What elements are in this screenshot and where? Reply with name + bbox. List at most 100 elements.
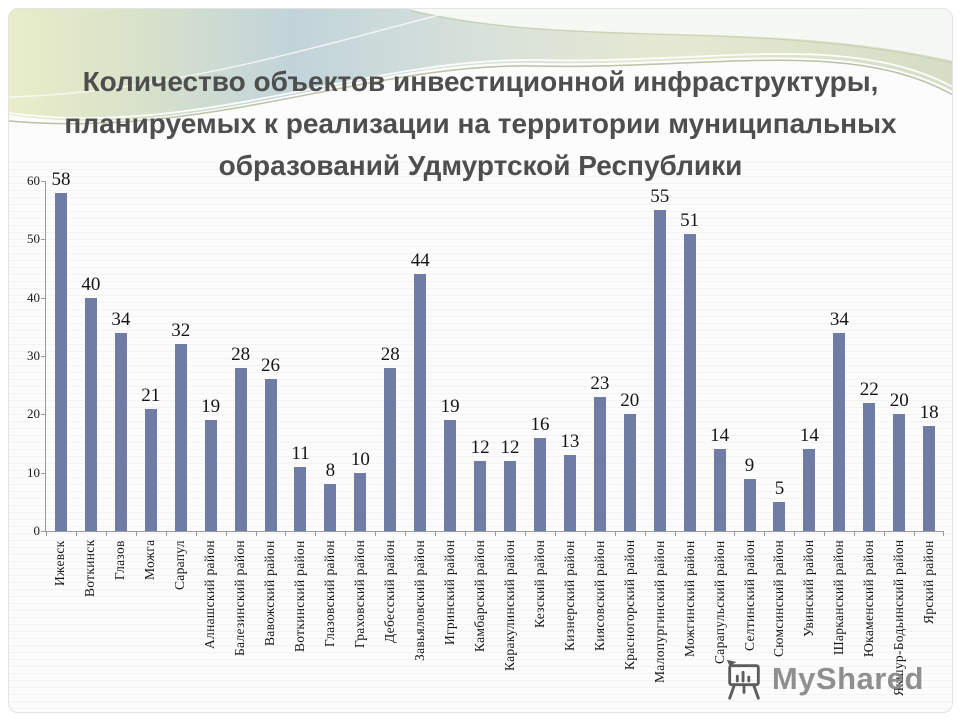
slide-title-line-1: Количество объектов инвестиционной инфра… xyxy=(82,66,879,97)
bar xyxy=(354,472,367,531)
x-axis-tick xyxy=(285,532,287,536)
category-label: Воткинск xyxy=(82,540,98,598)
bar-column: 14 xyxy=(794,181,824,531)
bar-column: 40 xyxy=(76,181,106,531)
bar-value-label: 58 xyxy=(51,168,71,190)
y-axis-tick xyxy=(41,472,45,474)
category-label: Красногорский район xyxy=(621,540,637,671)
y-axis-tick xyxy=(41,356,45,357)
bar-column: 22 xyxy=(854,181,884,531)
bar-value-label: 34 xyxy=(829,308,849,330)
bar-column: 44 xyxy=(405,181,435,531)
category-label: Ижевск xyxy=(52,540,68,586)
bar xyxy=(563,455,576,531)
y-axis-tick-label: 20 xyxy=(27,406,40,422)
category-label: Глазов xyxy=(112,540,128,580)
bar xyxy=(264,379,277,531)
x-axis-label-cell: Глазовский район xyxy=(315,540,345,712)
bar-column: 11 xyxy=(286,181,316,531)
y-axis-tick xyxy=(41,414,45,416)
bar-column: 26 xyxy=(256,181,286,531)
wave-decoration xyxy=(9,9,952,159)
x-axis-tick xyxy=(105,532,107,536)
x-axis-tick xyxy=(674,532,676,536)
x-axis-label-cell: Киясовский район xyxy=(584,540,614,712)
bar-value-label: 12 xyxy=(470,437,490,458)
x-axis-label-cell: Воткинский район xyxy=(285,540,315,712)
x-axis-tick xyxy=(495,532,496,536)
bar-value-label: 20 xyxy=(889,390,909,412)
x-axis-label-cell: Камбарский район xyxy=(465,540,495,712)
x-axis-tick xyxy=(704,532,706,536)
bar-value-label: 40 xyxy=(81,273,101,295)
bar xyxy=(234,367,247,531)
x-axis-tick xyxy=(255,532,257,536)
x-axis-tick xyxy=(405,532,407,536)
bar-column: 16 xyxy=(525,181,555,531)
x-axis-tick xyxy=(345,532,347,536)
bar xyxy=(384,367,397,531)
bar-column: 23 xyxy=(585,181,615,531)
x-axis-tick xyxy=(734,532,736,536)
bar-column: 51 xyxy=(675,181,705,531)
x-axis-tick xyxy=(884,532,886,536)
bar xyxy=(294,466,307,531)
bar xyxy=(54,192,67,531)
slide-title-line-2: планируемых к реализации на территории м… xyxy=(64,108,897,139)
plot-area: 58 40 34 21 32 19 28 26 11 8 10 28 44 19 12 12 16 13 23 20 5… xyxy=(27,169,944,538)
y-axis-tick xyxy=(41,297,45,299)
bar xyxy=(743,478,756,531)
myshared-watermark-label: MyShared xyxy=(771,661,924,696)
bar-column: 28 xyxy=(226,181,256,531)
bar-value-label: 5 xyxy=(774,477,785,499)
y-axis-tick xyxy=(41,531,45,532)
x-axis-label-cell: Дебесский район xyxy=(375,540,405,712)
bar-column: 5 xyxy=(765,181,795,531)
bar-value-label: 12 xyxy=(500,437,520,458)
bar-column: 8 xyxy=(315,181,345,531)
bar-value-label: 16 xyxy=(530,413,550,435)
x-axis-label-cell: Глазов xyxy=(105,540,135,712)
bar-value-label: 28 xyxy=(231,343,251,365)
bar-column: 20 xyxy=(615,181,645,531)
y-axis-tick xyxy=(41,239,45,241)
bar xyxy=(204,420,217,531)
x-axis-tick xyxy=(824,532,826,536)
easel-chart-icon xyxy=(726,659,760,700)
category-label: Глазовский район xyxy=(321,540,337,647)
slide-title-line-3: образований Удмуртской Республики xyxy=(218,150,743,181)
y-axis-tick-label: 10 xyxy=(27,464,40,480)
x-axis-tick xyxy=(46,532,47,536)
x-axis-label-cell: Вавожский район xyxy=(255,540,285,712)
bar-value-label: 14 xyxy=(710,425,730,447)
x-axis-tick xyxy=(764,532,766,536)
bar-value-label: 55 xyxy=(650,186,670,208)
category-label: Камбарский район xyxy=(471,540,487,653)
myshared-watermark: MyShared xyxy=(723,656,924,702)
category-label: Вавожский район xyxy=(262,540,278,646)
x-axis-tick xyxy=(914,532,916,536)
bar-value-label: 19 xyxy=(440,396,460,418)
x-axis-label-cell: Игринский район xyxy=(435,540,465,712)
bar xyxy=(324,484,337,531)
x-axis-label-cell: Кезский район xyxy=(525,540,555,712)
x-axis-tick xyxy=(135,532,137,536)
bar-column: 20 xyxy=(884,181,914,531)
x-axis-label-cell: Алнашский район xyxy=(195,540,225,712)
bar xyxy=(414,274,427,531)
y-axis-tick-label: 50 xyxy=(27,231,40,247)
bar-value-label: 22 xyxy=(859,378,879,400)
bars: 58 40 34 21 32 19 28 26 11 8 10 28 44 19 12 12 16 13 23 20 5… xyxy=(46,169,944,531)
x-axis-tick xyxy=(943,532,944,536)
bar xyxy=(114,332,127,531)
x-axis-tick xyxy=(524,532,526,536)
presentation-slide: Количество объектов инвестиционной инфра… xyxy=(8,8,953,713)
bar-value-label: 34 xyxy=(111,308,131,330)
x-axis-label-cell: Ижевск xyxy=(45,540,75,712)
bar-column: 58 xyxy=(46,169,76,531)
category-label: Алнашский район xyxy=(202,540,218,649)
bar xyxy=(863,402,876,531)
y-axis-tick-label: 40 xyxy=(27,289,40,305)
bar-value-label: 8 xyxy=(325,460,336,482)
bar-column: 28 xyxy=(375,181,405,531)
